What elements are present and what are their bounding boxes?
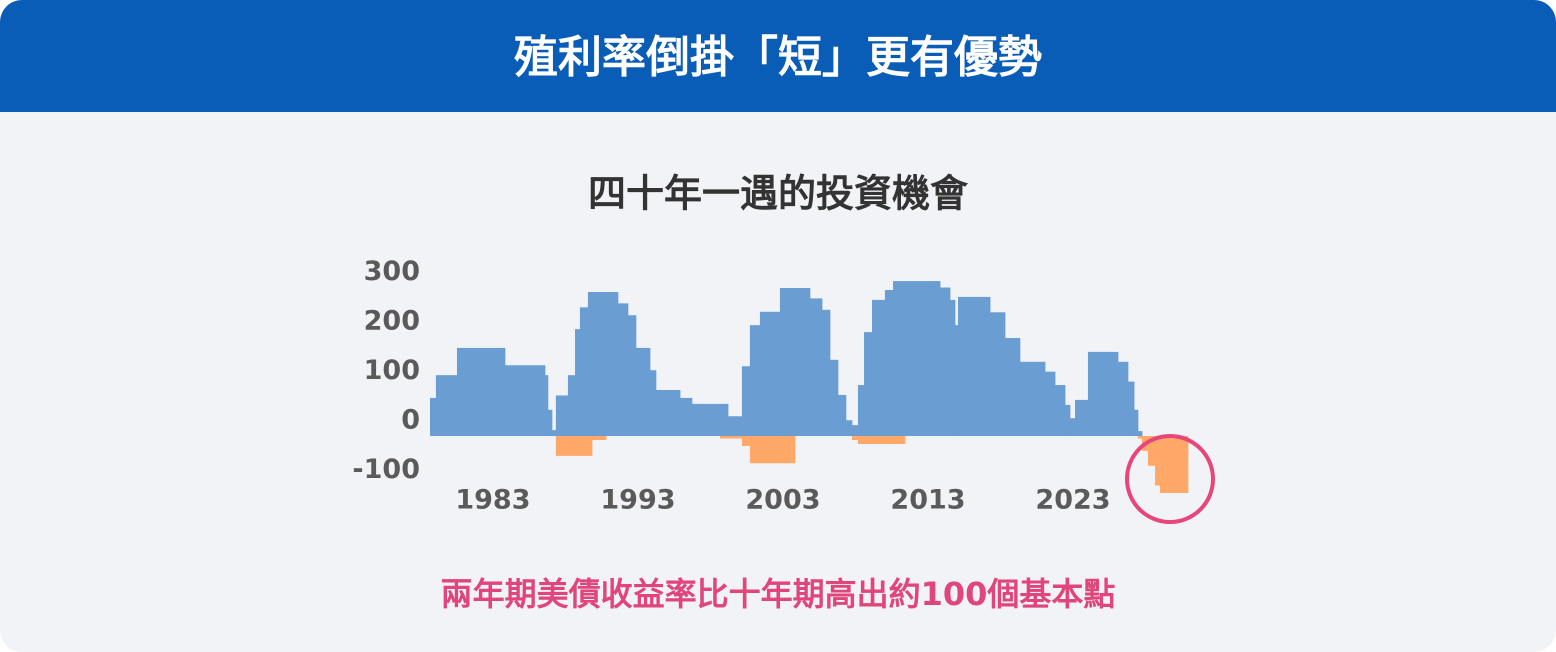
x-tick-label: 2013 [890, 485, 965, 516]
area-step [893, 436, 906, 444]
area-step [1075, 399, 1089, 437]
x-tick-label: 2003 [745, 485, 820, 516]
area-step [872, 299, 886, 437]
area-step [544, 375, 549, 437]
y-tick-label: 300 [364, 256, 420, 287]
area-step [1117, 361, 1129, 437]
area-step [591, 291, 607, 437]
area-step [809, 298, 823, 437]
area-step [1137, 436, 1143, 439]
area-step [884, 290, 894, 437]
area-step [795, 288, 811, 437]
area-step [893, 281, 906, 437]
area-step [1019, 361, 1046, 437]
area-step [579, 436, 589, 456]
area-step [627, 315, 637, 437]
x-tick-label: 1993 [600, 485, 675, 516]
header-title: 殖利率倒掛「短」更有優勢 [514, 32, 1042, 83]
area-step [837, 394, 847, 437]
y-tick-label: 200 [364, 306, 420, 337]
area-step [829, 359, 839, 437]
area-step [555, 395, 569, 437]
area-step [575, 329, 581, 437]
area-step [720, 436, 729, 439]
area-step [821, 309, 831, 437]
area-step [579, 307, 589, 437]
area-step [605, 291, 619, 437]
area-step [759, 436, 781, 464]
area-step [567, 436, 576, 456]
area-step [950, 299, 956, 437]
area-step [884, 436, 894, 444]
area-step [990, 312, 1006, 437]
area-step [1069, 418, 1076, 437]
area-step [940, 287, 951, 437]
area-step [857, 436, 865, 444]
area-step [1004, 338, 1021, 437]
area-step [1055, 385, 1066, 437]
area-step [1065, 404, 1071, 437]
plot: 300 200 100 0 -100 1983 1993 2003 2013 2023 [352, 256, 1189, 516]
area-step [779, 436, 796, 464]
area-step [456, 347, 506, 437]
area-step [649, 370, 657, 437]
area-step [954, 325, 959, 437]
area-step [749, 325, 761, 437]
area-step [635, 347, 651, 437]
area-step [591, 436, 607, 441]
area-step [872, 436, 886, 444]
area-step [958, 296, 991, 437]
area-step [845, 420, 853, 437]
area-step [567, 375, 576, 437]
area-step [547, 409, 553, 437]
area-step [1160, 436, 1189, 493]
y-tick-label: 0 [401, 405, 420, 436]
area-step [435, 375, 458, 437]
x-tick-label: 1983 [455, 485, 530, 516]
area-step [728, 436, 743, 439]
area-step [741, 366, 751, 437]
area-step [1137, 431, 1143, 437]
area-step [504, 365, 546, 437]
highlight-circle [1125, 434, 1215, 524]
area-step [587, 436, 593, 456]
area-step [691, 403, 721, 437]
header-bar [0, 0, 1556, 112]
area-step [617, 303, 629, 437]
area-step [779, 288, 796, 437]
area-step [1127, 381, 1135, 437]
area-step [1155, 436, 1161, 486]
area-step [749, 436, 761, 464]
area-step [680, 397, 693, 437]
chart-title: 四十年一遇的投資機會 [588, 172, 969, 216]
area-step [1134, 409, 1139, 437]
x-tick-label: 2023 [1035, 485, 1110, 516]
area-step [1045, 371, 1056, 437]
y-tick-label: -100 [352, 454, 420, 485]
area-step [728, 416, 743, 437]
area-step [864, 332, 873, 437]
area-step [851, 425, 859, 437]
y-tick-label: 100 [364, 355, 420, 386]
area-step [904, 281, 941, 437]
annotation: 兩年期美債收益率比十年期高出約100個基本點 [441, 575, 1116, 613]
area-step [1087, 351, 1119, 437]
area-step [864, 436, 873, 444]
area-step [655, 390, 681, 437]
area-step [551, 430, 557, 437]
area-step [430, 397, 437, 437]
area-step [587, 291, 593, 437]
area-step [741, 436, 751, 446]
area-step [720, 403, 729, 437]
area-step [575, 436, 581, 456]
area-step [1147, 436, 1156, 466]
area-step [555, 436, 569, 456]
area-step [857, 385, 865, 437]
area-step [759, 311, 781, 437]
area-step [851, 436, 859, 441]
